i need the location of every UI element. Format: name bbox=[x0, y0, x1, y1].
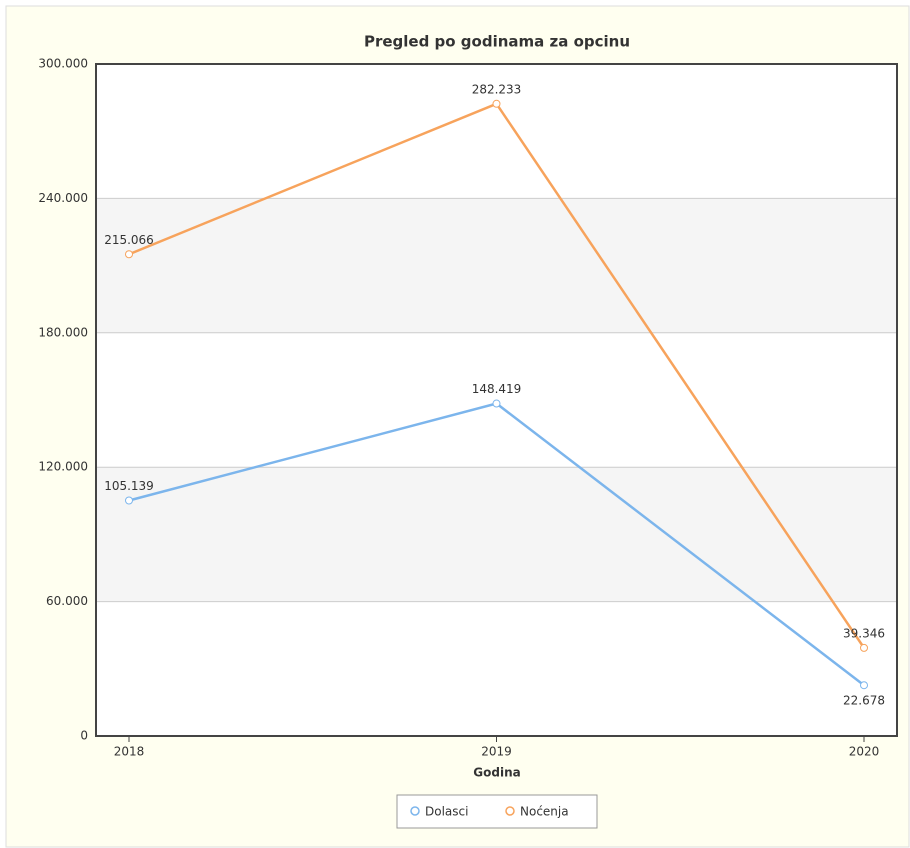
x-tick-label: 2020 bbox=[849, 745, 880, 759]
point bbox=[492, 399, 501, 408]
legend-label: Noćenja bbox=[520, 805, 569, 819]
chart-title: Pregled po godinama za opcinu bbox=[364, 33, 630, 51]
legend-label: Dolasci bbox=[425, 805, 468, 819]
point bbox=[860, 681, 868, 690]
legend-box bbox=[396, 794, 598, 829]
y-tick-label: 120.000 bbox=[38, 460, 88, 474]
legend-marker bbox=[505, 806, 515, 816]
x-tick-label: 2019 bbox=[481, 745, 512, 759]
plot-band bbox=[96, 198, 897, 333]
point bbox=[125, 496, 133, 505]
data-label: 215.066 bbox=[104, 233, 154, 247]
point bbox=[860, 643, 868, 652]
plot-band bbox=[96, 467, 897, 602]
data-label: 148.419 bbox=[472, 382, 522, 396]
data-label: 22.678 bbox=[843, 694, 885, 708]
data-label: 39.346 bbox=[843, 626, 885, 640]
y-tick-label: 0 bbox=[80, 729, 88, 743]
point bbox=[492, 99, 501, 108]
point bbox=[125, 250, 133, 259]
y-tick-label: 60.000 bbox=[46, 594, 88, 608]
x-tick-label: 2018 bbox=[114, 745, 145, 759]
y-tick-label: 240.000 bbox=[38, 191, 88, 205]
x-axis-label: Godina bbox=[473, 766, 520, 780]
data-label: 105.139 bbox=[104, 479, 154, 493]
data-label: 282.233 bbox=[472, 82, 522, 96]
y-tick-label: 300.000 bbox=[38, 57, 88, 71]
y-tick-label: 180.000 bbox=[38, 325, 88, 339]
legend-marker bbox=[410, 806, 420, 816]
